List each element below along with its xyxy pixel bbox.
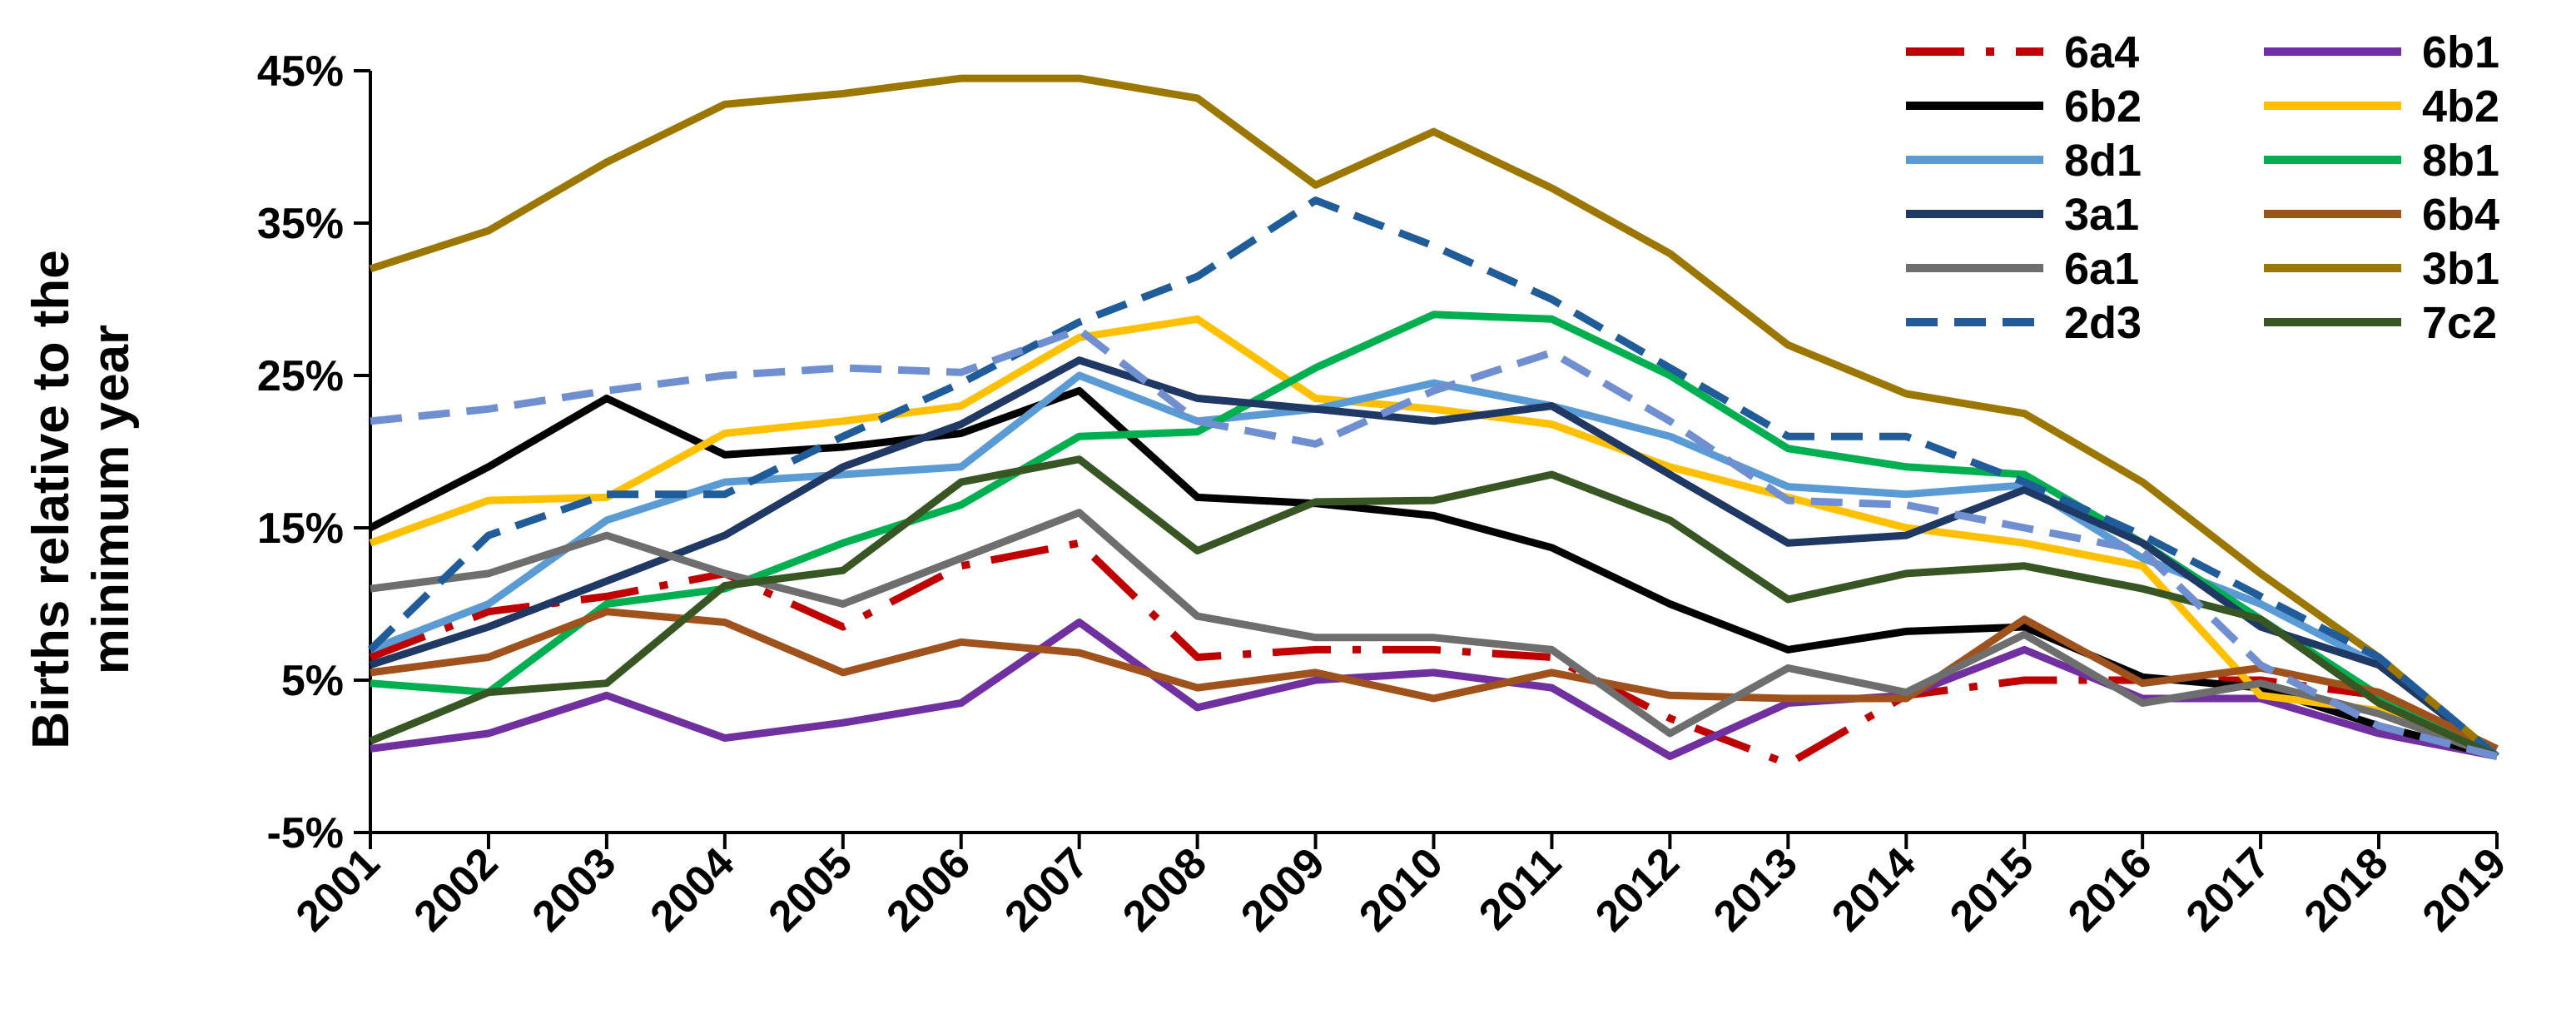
series-line-3b1: [369, 74, 2499, 759]
y-axis-title-line2: minimum year: [82, 325, 140, 674]
series-line-6a1: [370, 509, 2499, 760]
y-tick-label: 25%: [257, 352, 344, 400]
legend-label-2d3: 2d3: [2064, 298, 2142, 348]
y-tick-label: 45%: [257, 47, 344, 96]
x-tick-label: 2004: [642, 838, 744, 941]
x-tick-label: 2008: [1114, 838, 1216, 941]
x-tick-label: 2017: [2177, 838, 2280, 941]
x-tick-label: 2011: [1470, 838, 1571, 939]
x-tick-label: 2006: [877, 838, 980, 941]
legend: 6a4 6b1 6b2 4b2 8d1 8b1 3a1 6b4 6a1 3b1 2d3 7c2: [1906, 27, 2499, 348]
x-tick-label: 2019: [2414, 838, 2516, 941]
legend-label-8d1: 8d1: [2064, 136, 2142, 186]
legend-label-3b1: 3b1: [2422, 244, 2499, 294]
x-tick-label: 2002: [405, 838, 508, 941]
series-line-6b2: [368, 386, 2499, 760]
x-tick-label: 2007: [995, 838, 1098, 941]
series-line-2d3: [367, 196, 2499, 759]
series-line-8d1: [369, 371, 2499, 760]
x-tick-label: 2003: [524, 838, 626, 941]
legend-label-6b2: 6b2: [2064, 82, 2142, 132]
legend-label-3a1: 3a1: [2064, 190, 2139, 240]
legend-label-6a4: 6a4: [2064, 27, 2139, 77]
legend-label-7c2: 7c2: [2422, 298, 2497, 348]
x-tick-label: 2016: [2059, 838, 2162, 941]
y-axis-title: Births relative to the minimum year: [22, 250, 140, 748]
y-tick-label: 5%: [281, 657, 344, 705]
series-line-unlabeled: [370, 326, 2499, 760]
x-tick-label: 2013: [1705, 838, 1807, 941]
series-line-7c2: [369, 455, 2499, 760]
series-line-4b2: [369, 315, 2499, 760]
series-lines: [367, 74, 2499, 768]
series-line-6a4: [369, 539, 2499, 768]
series-line-3a1: [369, 356, 2499, 760]
x-tick-label: 2005: [759, 838, 861, 941]
legend-label-6b4: 6b4: [2422, 190, 2499, 240]
y-tick-label: 15%: [257, 505, 344, 553]
y-axis-title-line1: Births relative to the: [22, 250, 80, 748]
series-line-6b1: [370, 619, 2498, 760]
legend-label-8b1: 8b1: [2422, 136, 2499, 186]
legend-label-6a1: 6a1: [2064, 244, 2139, 294]
x-tick-label: 2010: [1350, 838, 1452, 941]
legend-label-4b2: 4b2: [2422, 82, 2499, 132]
y-tick-label: 35%: [257, 200, 344, 248]
x-tick-label: 2015: [1941, 838, 2043, 941]
x-tick-label: 2009: [1232, 838, 1334, 941]
x-tick-label: 2018: [2296, 838, 2398, 941]
x-tick-label: 2014: [1823, 838, 1925, 941]
legend-label-6b1: 6b1: [2422, 27, 2499, 77]
x-tick-label: 2012: [1586, 838, 1689, 941]
series-line-6b4: [370, 608, 2499, 753]
y-tick-label: -5%: [267, 809, 344, 857]
